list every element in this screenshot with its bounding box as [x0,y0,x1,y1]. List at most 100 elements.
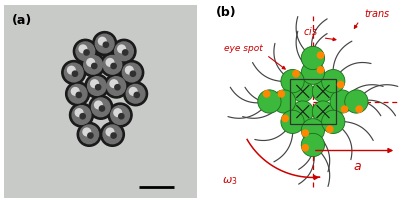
Circle shape [118,46,126,53]
Circle shape [83,129,91,136]
Circle shape [356,106,362,113]
Circle shape [108,104,132,127]
Circle shape [71,88,79,96]
Circle shape [110,80,118,88]
Circle shape [258,90,281,114]
Circle shape [100,54,124,77]
Text: $cis$: $cis$ [303,25,318,37]
Circle shape [330,90,353,114]
Circle shape [76,43,94,61]
Circle shape [115,85,120,90]
Circle shape [106,59,114,67]
Circle shape [338,82,344,88]
Circle shape [302,130,308,136]
Text: $\omega_3$: $\omega_3$ [222,174,237,186]
Circle shape [302,145,308,151]
Circle shape [84,56,102,75]
Circle shape [134,93,139,98]
Circle shape [345,90,368,114]
Circle shape [69,104,94,127]
Text: $a$: $a$ [352,159,362,172]
Circle shape [115,43,133,61]
Circle shape [66,82,89,106]
Circle shape [322,111,345,134]
Circle shape [292,101,313,123]
Circle shape [84,51,89,56]
Circle shape [281,111,304,134]
Circle shape [301,134,325,157]
Circle shape [119,114,124,119]
Circle shape [103,43,108,48]
Circle shape [72,72,78,77]
Circle shape [301,62,325,85]
Circle shape [80,114,85,119]
Circle shape [88,133,93,139]
Circle shape [68,67,75,75]
Circle shape [106,129,114,136]
Circle shape [126,85,145,104]
Circle shape [278,91,284,98]
Circle shape [129,88,137,96]
Circle shape [103,125,122,144]
Circle shape [62,61,86,85]
Circle shape [112,40,136,64]
Circle shape [100,106,105,112]
Circle shape [95,85,101,90]
Circle shape [282,116,288,122]
Circle shape [111,133,116,139]
Circle shape [120,61,144,85]
Circle shape [72,106,91,125]
Circle shape [126,67,133,75]
Circle shape [88,77,106,96]
Text: $trans$: $trans$ [365,7,391,19]
Circle shape [92,99,110,117]
Circle shape [122,64,141,82]
Circle shape [114,109,121,117]
Circle shape [77,123,101,147]
Circle shape [123,82,147,106]
Circle shape [341,106,348,113]
Circle shape [111,64,116,69]
Circle shape [87,59,94,67]
Circle shape [75,109,83,117]
Circle shape [79,46,87,53]
Circle shape [100,123,124,147]
Text: eye spot: eye spot [224,44,262,53]
Circle shape [318,53,324,59]
Circle shape [312,101,334,123]
Circle shape [85,75,109,99]
Circle shape [281,70,304,93]
Circle shape [293,71,299,78]
Circle shape [64,64,83,82]
Circle shape [263,91,270,98]
Circle shape [95,35,114,54]
Circle shape [94,102,102,109]
Circle shape [322,70,345,93]
Circle shape [104,75,128,99]
Circle shape [93,32,117,56]
Circle shape [91,80,98,88]
Circle shape [81,54,105,77]
Text: (b): (b) [216,6,237,19]
Circle shape [312,81,334,103]
Circle shape [273,90,296,114]
Circle shape [301,47,325,70]
Circle shape [103,56,122,75]
Circle shape [76,93,81,98]
Circle shape [318,68,324,74]
Circle shape [89,96,113,120]
Circle shape [123,51,128,56]
Bar [290,79,336,125]
Circle shape [292,81,313,103]
Circle shape [107,77,126,96]
Circle shape [301,119,325,142]
Circle shape [68,85,87,104]
Text: (a): (a) [12,13,32,27]
Circle shape [327,126,333,133]
Circle shape [130,72,136,77]
Circle shape [98,38,106,46]
Circle shape [74,40,97,64]
Circle shape [92,64,97,69]
Circle shape [80,125,99,144]
Circle shape [111,106,129,125]
